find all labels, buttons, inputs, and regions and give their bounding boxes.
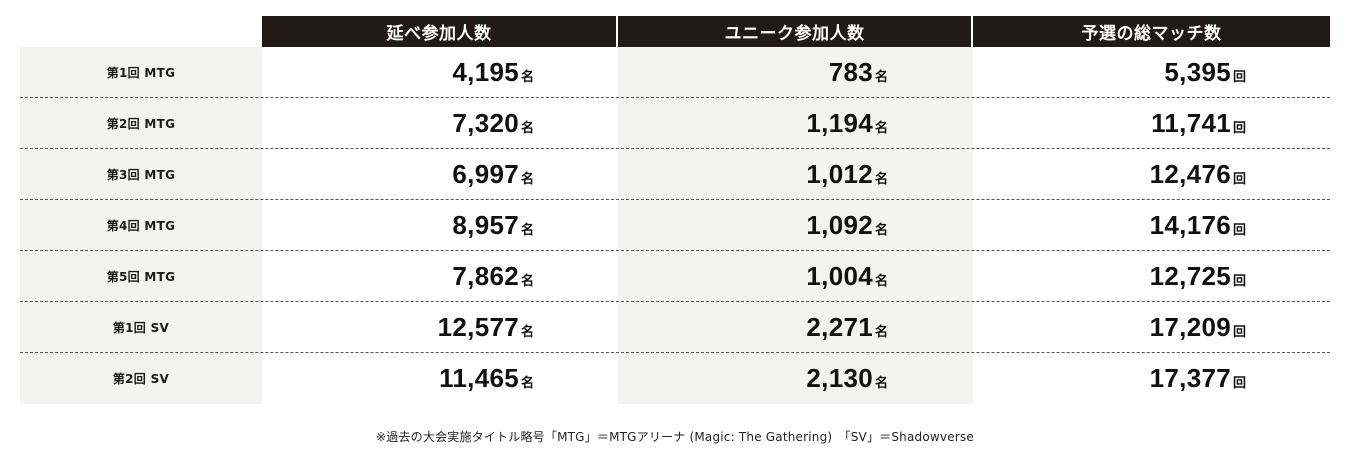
footnote: ※過去の大会実施タイトル略号「MTG」＝MTGアリーナ (Magic: The …: [376, 430, 974, 444]
unique-participants-value: 2,271: [806, 311, 873, 342]
table-row: 第1回 MTG 4,195 名 783 名 5,395 回: [20, 47, 1330, 98]
total-matches-value: 5,395: [1164, 56, 1231, 87]
unit-label: 名: [874, 120, 888, 136]
total-participants-value-cell: 12,577 名: [262, 302, 618, 352]
total-participants-value: 4,195: [452, 56, 519, 87]
total-matches-value-cell: 12,725 回: [973, 251, 1330, 301]
row-label: 第2回 SV: [20, 353, 262, 404]
table-body: 第1回 MTG 4,195 名 783 名 5,395 回第2回 MTG 7,320 名 1,19…: [20, 47, 1330, 404]
row-label: 第4回 MTG: [20, 200, 262, 250]
unique-participants-value: 1,092: [806, 209, 873, 240]
total-participants-value: 7,862: [452, 260, 519, 291]
unique-participants-value: 783: [828, 56, 873, 87]
table-row: 第1回 SV 12,577 名 2,271 名 17,209 回: [20, 302, 1330, 353]
total-participants-value: 6,997: [452, 158, 519, 189]
unique-participants-value-cell: 2,271 名: [618, 302, 973, 352]
unit-label: 名: [520, 120, 534, 136]
total-participants-value: 8,957: [452, 209, 519, 240]
total-matches-value-cell: 12,476 回: [973, 149, 1330, 199]
unique-participants-value-cell: 1,092 名: [618, 200, 973, 250]
unit-label: 名: [520, 171, 534, 187]
total-matches-value-cell: 11,741 回: [973, 98, 1330, 148]
total-matches-value-cell: 5,395 回: [973, 47, 1330, 97]
table-row: 第5回 MTG 7,862 名 1,004 名 12,725 回: [20, 251, 1330, 302]
table-row: 第4回 MTG 8,957 名 1,092 名 14,176 回: [20, 200, 1330, 251]
header-spacer: [20, 16, 262, 47]
table-row: 第2回 SV 11,465 名 2,130 名 17,377 回: [20, 353, 1330, 404]
unit-label: 名: [874, 171, 888, 187]
stats-table: 延べ参加人数 ユニーク参加人数 予選の総マッチ数 第1回 MTG 4,195 名 78…: [20, 16, 1330, 404]
total-matches-value-cell: 17,377 回: [973, 353, 1330, 404]
unit-label: 名: [520, 69, 534, 85]
total-matches-value-cell: 17,209 回: [973, 302, 1330, 352]
unit-label: 回: [1232, 273, 1246, 289]
table-row: 第2回 MTG 7,320 名 1,194 名 11,741 回: [20, 98, 1330, 149]
unit-label: 名: [520, 376, 534, 391]
unique-participants-value-cell: 783 名: [618, 47, 973, 97]
total-participants-value-cell: 7,862 名: [262, 251, 618, 301]
total-matches-value: 12,725: [1149, 260, 1231, 291]
unique-participants-value: 2,130: [806, 363, 873, 393]
row-label: 第2回 MTG: [20, 98, 262, 148]
unit-label: 回: [1232, 222, 1246, 238]
unit-label: 回: [1232, 324, 1246, 340]
unit-label: 回: [1232, 171, 1246, 187]
total-matches-value: 11,741: [1151, 107, 1231, 138]
total-participants-value-cell: 6,997 名: [262, 149, 618, 199]
total-matches-value-cell: 14,176 回: [973, 200, 1330, 250]
row-label: 第5回 MTG: [20, 251, 262, 301]
total-participants-value-cell: 11,465 名: [262, 353, 618, 404]
row-label: 第3回 MTG: [20, 149, 262, 199]
total-participants-value: 7,320: [452, 107, 519, 138]
total-matches-value: 14,176: [1149, 209, 1231, 240]
unique-participants-value: 1,194: [806, 107, 873, 138]
total-matches-value: 12,476: [1149, 158, 1231, 189]
total-participants-value: 12,577: [437, 311, 519, 342]
unit-label: 名: [874, 324, 888, 340]
total-participants-value-cell: 4,195 名: [262, 47, 618, 97]
unit-label: 名: [874, 273, 888, 289]
unit-label: 名: [874, 69, 888, 85]
unit-label: 回: [1232, 120, 1246, 136]
header-unique-participants: ユニーク参加人数: [618, 16, 971, 47]
row-label: 第1回 MTG: [20, 47, 262, 97]
unit-label: 回: [1232, 376, 1246, 391]
unit-label: 名: [874, 222, 888, 238]
unique-participants-value-cell: 1,194 名: [618, 98, 973, 148]
unit-label: 名: [520, 324, 534, 340]
unique-participants-value-cell: 1,004 名: [618, 251, 973, 301]
table-header: 延べ参加人数 ユニーク参加人数 予選の総マッチ数: [20, 16, 1330, 47]
unit-label: 名: [874, 376, 888, 391]
unique-participants-value: 1,012: [806, 158, 873, 189]
unique-participants-value: 1,004: [806, 260, 873, 291]
unit-label: 名: [520, 222, 534, 238]
header-total-participants: 延べ参加人数: [262, 16, 616, 47]
row-label: 第1回 SV: [20, 302, 262, 352]
total-matches-value: 17,209: [1149, 311, 1231, 342]
header-total-matches: 予選の総マッチ数: [973, 16, 1330, 47]
unique-participants-value-cell: 2,130 名: [618, 353, 973, 404]
table-row: 第3回 MTG 6,997 名 1,012 名 12,476 回: [20, 149, 1330, 200]
total-matches-value: 17,377: [1149, 363, 1231, 393]
unit-label: 回: [1232, 69, 1246, 85]
total-participants-value-cell: 8,957 名: [262, 200, 618, 250]
unique-participants-value-cell: 1,012 名: [618, 149, 973, 199]
unit-label: 名: [520, 273, 534, 289]
total-participants-value-cell: 7,320 名: [262, 98, 618, 148]
total-participants-value: 11,465: [439, 363, 519, 393]
